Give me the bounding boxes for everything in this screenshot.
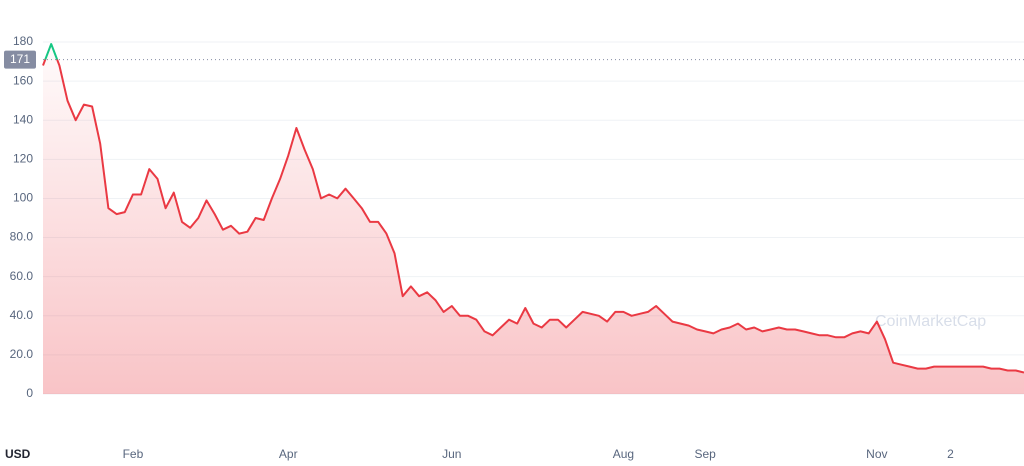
x-tick-label: Aug xyxy=(613,447,634,461)
y-tick-label: 60.0 xyxy=(10,269,34,283)
reference-label: 171 xyxy=(10,52,30,66)
x-tick-label: Nov xyxy=(866,447,887,461)
y-tick-label: 120 xyxy=(13,152,33,166)
x-tick-label: Feb xyxy=(123,447,144,461)
y-tick-label: 80.0 xyxy=(10,230,34,244)
currency-label: USD xyxy=(5,447,31,461)
x-tick-label: Jun xyxy=(442,447,461,461)
y-tick-label: 100 xyxy=(13,191,33,205)
price-line xyxy=(42,43,1024,374)
watermark: CoinMarketCap xyxy=(875,313,986,330)
y-tick-label: 40.0 xyxy=(10,308,34,322)
x-tick-label: Sep xyxy=(694,447,716,461)
y-tick-label: 0 xyxy=(26,386,33,400)
reference-label-box xyxy=(4,50,36,69)
y-tick-label: 20.0 xyxy=(10,347,34,361)
x-tick-label: 2 xyxy=(947,447,954,461)
x-tick-label: Apr xyxy=(279,447,298,461)
y-tick-label: 140 xyxy=(13,112,33,126)
y-tick-label: 160 xyxy=(13,73,33,87)
y-tick-label: 180 xyxy=(13,34,33,48)
area xyxy=(43,44,1024,394)
